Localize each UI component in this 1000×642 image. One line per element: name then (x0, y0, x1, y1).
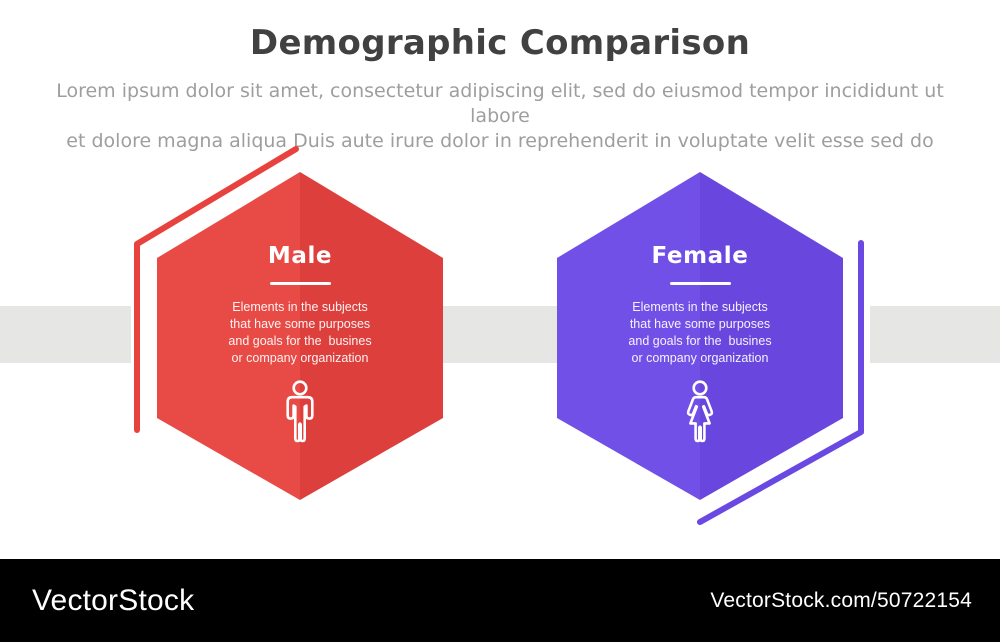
female-hexagon-right-face (700, 172, 843, 500)
image-credit-url: VectorStock.com/50722154 (710, 588, 972, 612)
band-gap-right (843, 306, 870, 363)
female-icon (686, 380, 714, 443)
female-hexagon-left-face (557, 172, 700, 500)
male-hexagon-right-face (300, 172, 443, 500)
male-card-title: Male (267, 243, 333, 269)
male-card-description: Elements in the subjects that have some … (228, 300, 372, 365)
male-accent-line (134, 146, 299, 433)
female-accent-line (697, 240, 864, 525)
male-card: Male Elements in the subjects that have … (157, 243, 443, 367)
female-card: Female Elements in the subjects that hav… (557, 243, 843, 367)
watermark-bar: VectorStock VectorStock.com/50722154 (0, 559, 1000, 642)
page-subtitle: Lorem ipsum dolor sit amet, consectetur … (56, 80, 944, 152)
female-card-description: Elements in the subjects that have some … (628, 300, 772, 365)
male-icon (286, 380, 314, 443)
male-hexagon-left-face (157, 172, 300, 500)
vectorstock-logo: VectorStock (32, 583, 195, 617)
female-card-title: Female (651, 243, 749, 269)
female-card-underline (669, 282, 731, 285)
page-title: Demographic Comparison (249, 23, 751, 63)
male-card-underline (269, 282, 331, 285)
